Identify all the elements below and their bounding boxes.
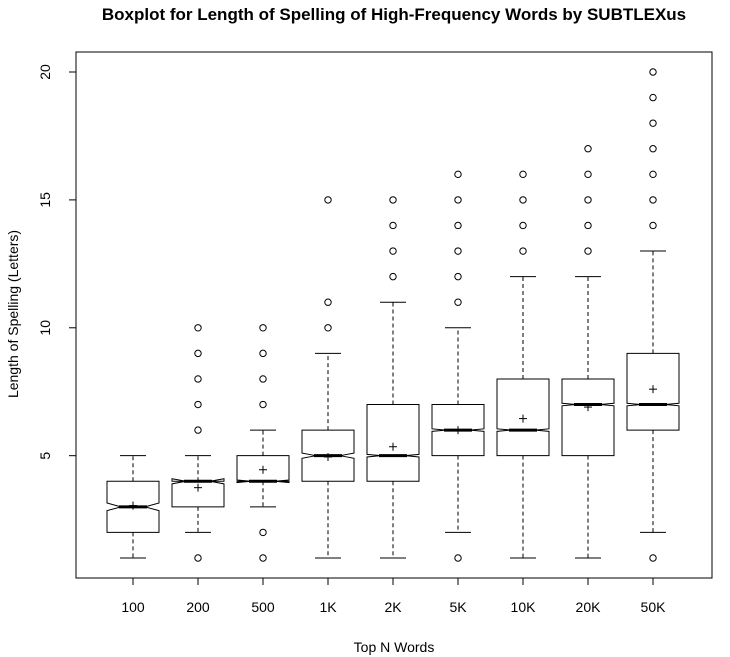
x-tick-label: 500	[251, 599, 275, 615]
box-group-200	[171, 324, 225, 562]
box-body	[561, 378, 615, 457]
outlier-point	[454, 221, 462, 230]
outlier-point	[649, 93, 657, 102]
outlier-point	[649, 68, 657, 76]
x-axis-label: Top N Words	[354, 639, 435, 655]
box-group-2K	[366, 196, 420, 559]
outlier-point	[649, 145, 657, 153]
y-axis-label: Length of Spelling (Letters)	[5, 230, 21, 398]
y-axis: 5 10 15 20	[37, 64, 76, 460]
outlier-point	[649, 554, 657, 562]
outlier-point	[649, 221, 657, 230]
outlier-point	[519, 221, 527, 230]
outlier-point	[454, 272, 462, 281]
outlier-point	[194, 400, 202, 409]
box-group-5K	[431, 170, 485, 562]
outlier-point	[194, 349, 202, 358]
outlier-point	[259, 375, 267, 383]
outlier-point	[584, 221, 592, 230]
x-tick-label: 20K	[576, 599, 602, 615]
y-tick-label: 10	[37, 320, 53, 336]
outlier-point	[649, 196, 657, 204]
plot-frame	[75, 51, 713, 579]
x-tick-label: 100	[121, 599, 145, 615]
x-tick-label: 200	[186, 599, 210, 615]
outlier-point	[194, 426, 202, 434]
outlier-point	[454, 196, 462, 204]
outlier-point	[259, 554, 267, 562]
outlier-point	[584, 196, 592, 204]
outlier-point	[259, 400, 267, 409]
box-group-1K	[301, 196, 355, 559]
outlier-point	[584, 247, 592, 255]
outlier-point	[259, 349, 267, 358]
box-group-10K	[496, 170, 550, 559]
x-tick-label: 5K	[449, 599, 467, 615]
outlier-point	[649, 170, 657, 179]
outlier-point	[389, 272, 397, 281]
y-tick-label: 15	[37, 192, 53, 208]
outlier-point	[259, 324, 267, 332]
outlier-point	[194, 554, 202, 562]
outlier-point	[194, 375, 202, 383]
outlier-point	[324, 196, 332, 204]
chart-title: Boxplot for Length of Spelling of High-F…	[102, 5, 686, 24]
box-group-50K	[626, 68, 680, 562]
outlier-point	[454, 247, 462, 255]
outlier-point	[259, 528, 267, 537]
outlier-point	[519, 196, 527, 204]
outlier-point	[519, 170, 527, 179]
outlier-point	[389, 221, 397, 230]
box-group-20K	[561, 145, 615, 559]
outlier-point	[584, 170, 592, 179]
outlier-point	[649, 119, 657, 127]
outlier-point	[194, 324, 202, 332]
box-group-100	[106, 455, 160, 559]
y-tick-label: 20	[37, 64, 53, 80]
outlier-point	[454, 298, 462, 306]
x-tick-label: 10K	[511, 599, 537, 615]
x-tick-label: 50K	[641, 599, 667, 615]
outlier-point	[454, 554, 462, 562]
outlier-point	[324, 324, 332, 332]
outlier-point	[389, 196, 397, 204]
box-group-500	[236, 324, 290, 562]
x-tick-label: 1K	[319, 599, 337, 615]
boxes-layer	[106, 68, 680, 562]
outlier-point	[454, 170, 462, 179]
x-axis: 100 200 500 1K 2K 5K 10K 20K 50K	[121, 578, 666, 615]
outlier-point	[324, 298, 332, 306]
box-body	[171, 478, 225, 508]
x-tick-label: 2K	[384, 599, 402, 615]
outlier-point	[584, 145, 592, 153]
y-tick-label: 5	[37, 452, 53, 460]
outlier-point	[519, 247, 527, 255]
outlier-point	[389, 247, 397, 255]
